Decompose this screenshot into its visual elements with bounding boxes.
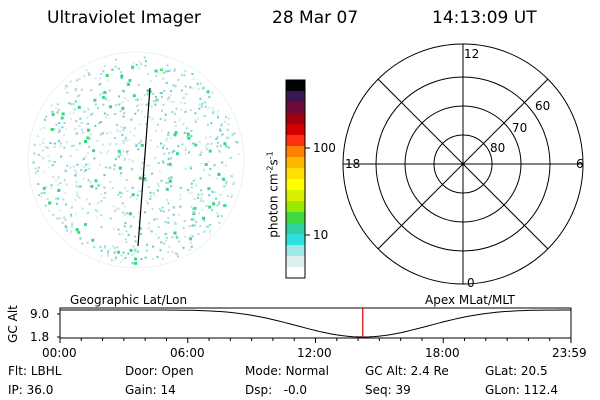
uv-image-disk <box>27 51 245 269</box>
timeline-panel <box>57 307 572 343</box>
footer-glon: GLon: 112.4 <box>485 383 558 397</box>
timeline-xtick-label-3: 18:00 <box>425 346 460 360</box>
colorbar-swatch <box>286 91 305 103</box>
colorbar-swatch <box>286 223 305 235</box>
polar-plot <box>342 43 584 285</box>
footer-flt: Flt: LBHL <box>8 364 62 378</box>
timeline-xtick-label-2: 12:00 <box>297 346 332 360</box>
time-label: 14:13:09 UT <box>432 8 537 28</box>
colorbar-swatch <box>286 168 305 180</box>
timeline-y-label: GC Alt <box>5 305 20 343</box>
footer-dsp: Dsp: -0.0 <box>245 383 308 397</box>
colorbar-swatch <box>286 146 305 158</box>
colorbar-swatch <box>286 135 305 147</box>
date-label: 28 Mar 07 <box>272 8 359 28</box>
footer-ip: IP: 36.0 <box>8 383 54 397</box>
footer-mode: Mode: Normal <box>245 364 329 378</box>
timeline-right-caption: Apex MLat/MLT <box>425 293 515 307</box>
colorbar-swatch <box>286 124 305 136</box>
colorbar <box>285 79 306 279</box>
footer-door: Door: Open <box>125 364 194 378</box>
timeline-xtick-label-4: 23:59 <box>552 346 587 360</box>
colorbar-swatch <box>286 234 305 246</box>
timeline-xtick-label-1: 06:00 <box>170 346 205 360</box>
aurora-speckles <box>32 56 240 265</box>
polar-label-right: 6 <box>576 157 584 171</box>
polar-ring-label-60: 60 <box>535 99 551 113</box>
colorbar-swatch <box>286 102 305 114</box>
timeline-xtick-label-0: 00:00 <box>42 346 77 360</box>
colorbar-tick-label-100: 100 <box>313 141 336 155</box>
timeline-ytick-label-bottom: 1.8 <box>30 330 50 344</box>
colorbar-label: photon cm-2s-1 <box>265 151 281 238</box>
colorbar-swatch <box>286 201 305 213</box>
timeline-x-ticks <box>59 338 572 343</box>
polar-axis-diag-2 <box>377 78 549 250</box>
timeline-ytick-label-top: 9.0 <box>30 307 50 321</box>
footer-gain: Gain: 14 <box>125 383 176 397</box>
footer-glat: GLat: 20.5 <box>485 364 548 378</box>
polar-label-bottom: 0 <box>467 276 475 290</box>
colorbar-swatch <box>286 212 305 224</box>
footer-seq: Seq: 39 <box>365 383 411 397</box>
satellite-track-line <box>137 87 151 247</box>
instrument-title: Ultraviolet Imager <box>47 8 201 28</box>
colorbar-swatch <box>286 113 305 125</box>
timeline-left-caption: Geographic Lat/Lon <box>70 293 188 307</box>
polar-label-top: 12 <box>464 47 480 61</box>
colorbar-frame <box>285 79 306 279</box>
polar-ring-label-70: 70 <box>512 121 528 135</box>
colorbar-swatch <box>286 256 305 268</box>
colorbar-tick-label-10: 10 <box>313 228 329 242</box>
altitude-curve <box>60 309 571 338</box>
colorbar-swatch <box>286 157 305 169</box>
colorbar-swatch <box>286 245 305 257</box>
polar-label-left: 18 <box>345 157 361 171</box>
colorbar-swatch <box>286 190 305 202</box>
footer-gc-alt: GC Alt: 2.4 Re <box>365 364 449 378</box>
colorbar-swatch <box>286 80 305 92</box>
polar-ring-label-80: 80 <box>490 141 506 155</box>
colorbar-swatch <box>286 267 305 279</box>
colorbar-swatch <box>286 179 305 191</box>
